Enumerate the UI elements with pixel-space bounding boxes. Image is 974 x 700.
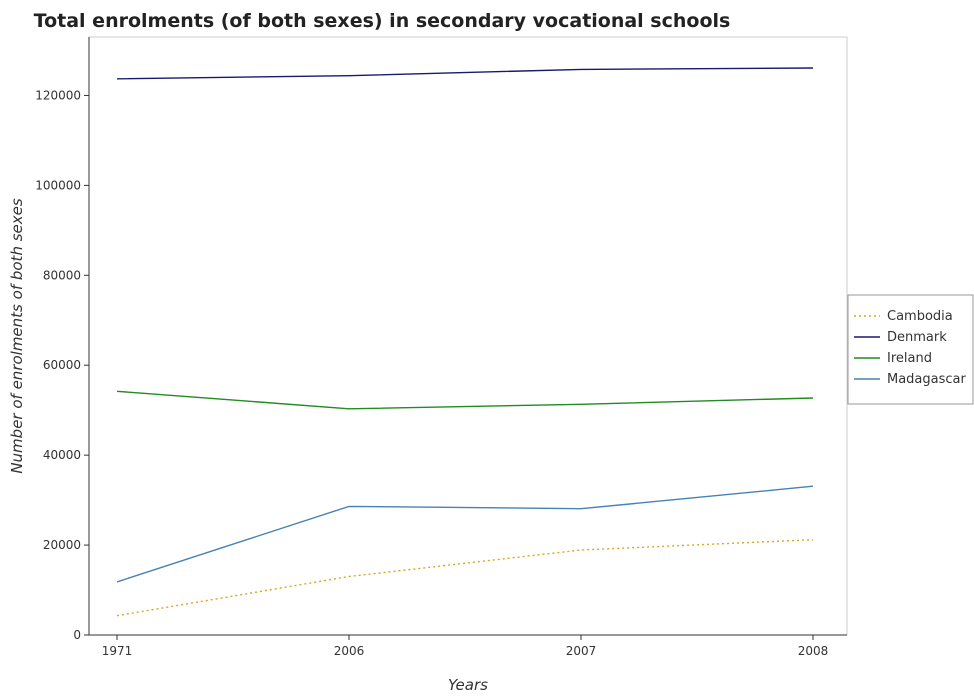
y-tick-label: 20000 <box>43 538 81 552</box>
y-tick-label: 80000 <box>43 268 81 282</box>
y-tick-label: 0 <box>73 628 81 642</box>
x-tick-label: 2007 <box>566 644 597 658</box>
legend-label-denmark: Denmark <box>887 330 947 345</box>
x-tick-label: 2006 <box>334 644 365 658</box>
y-tick-label: 100000 <box>35 178 81 192</box>
x-axis-ticks: 1971 2006 2007 2008 <box>89 634 847 658</box>
y-axis-label: Number of enrolments of both sexes <box>8 198 26 474</box>
series-lines <box>116 67 814 617</box>
legend-label-madagascar: Madagascar <box>887 372 967 387</box>
series-line-cambodia <box>116 539 814 617</box>
x-tick-label: 2008 <box>798 644 829 658</box>
y-tick-label: 40000 <box>43 448 81 462</box>
legend-box <box>847 294 974 405</box>
x-axis-label: Years <box>448 676 488 694</box>
legend: Cambodia Denmark Ireland Madagascar <box>847 294 974 405</box>
legend-label-cambodia: Cambodia <box>887 309 953 324</box>
series-line-madagascar <box>116 485 814 583</box>
legend-label-ireland: Ireland <box>887 351 932 366</box>
series-line-denmark <box>116 67 814 80</box>
y-tick-label: 60000 <box>43 358 81 372</box>
plot-frame <box>88 36 848 636</box>
y-axis-ticks: 0 20000 40000 60000 80000 100000 120000 <box>35 37 90 642</box>
series-line-ireland <box>116 390 814 410</box>
chart-title: Total enrolments (of both sexes) in seco… <box>34 10 731 32</box>
x-tick-label: 1971 <box>102 644 133 658</box>
y-tick-label: 120000 <box>35 88 81 102</box>
